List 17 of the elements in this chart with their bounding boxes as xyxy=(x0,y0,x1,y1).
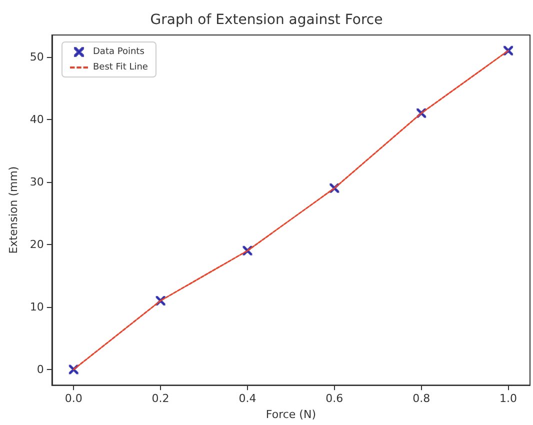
legend-label: Data Points xyxy=(93,47,145,57)
y-tick-label: 20 xyxy=(30,238,44,251)
x-tick-label: 0.0 xyxy=(64,392,82,406)
y-tick-label: 50 xyxy=(30,50,44,64)
y-tick-label: 0 xyxy=(36,362,44,376)
x-axis-title: Force (N) xyxy=(266,408,316,421)
x-tick-label: 0.8 xyxy=(412,392,430,406)
y-tick-label: 10 xyxy=(30,300,44,314)
x-tick-label: 1.0 xyxy=(500,392,518,406)
legend-label: Best Fit Line xyxy=(93,62,148,72)
y-tick-label: 30 xyxy=(30,175,44,188)
y-tick-label: 40 xyxy=(30,112,44,126)
x-tick-label: 0.6 xyxy=(326,392,344,406)
x-tick-label: 0.4 xyxy=(238,392,256,406)
chart-title: Graph of Extension against Force xyxy=(150,12,383,28)
y-axis-title: Extension (mm) xyxy=(7,166,20,254)
x-tick-label: 0.2 xyxy=(152,392,170,406)
